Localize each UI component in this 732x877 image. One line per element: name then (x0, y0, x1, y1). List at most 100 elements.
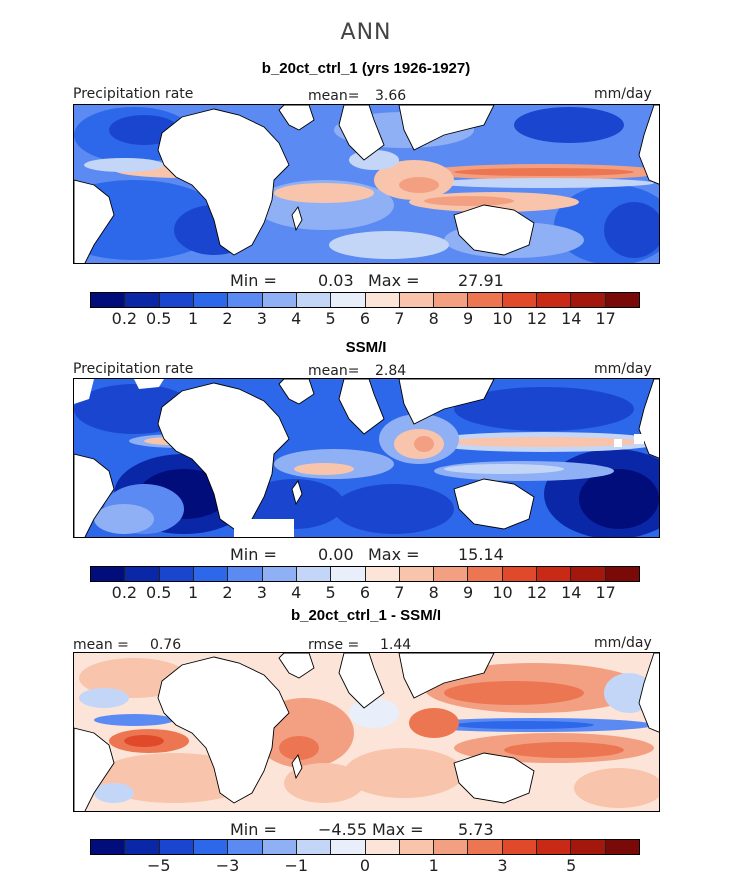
panel1-colorbar-swatch (605, 293, 639, 307)
panel1-colorbar-tick-label: 14 (561, 309, 582, 328)
panel3-colorbar-swatch (296, 840, 332, 854)
panel1-colorbar-swatch (228, 293, 263, 307)
panel3-colorbar-tick-label: 3 (497, 856, 508, 875)
panel1-title: b_20ct_ctrl_1 (yrs 1926-1927) (261, 60, 471, 77)
panel2-colorbar-swatch (193, 567, 229, 581)
panel1-units: mm/day (594, 86, 652, 102)
panel1-colorbar-tick-label: 2 (222, 309, 233, 328)
panel1-colorbar-tick-label: 3 (256, 309, 267, 328)
panel1-colorbar-swatch (331, 293, 366, 307)
panel1-colorbar-tick-label: 1 (188, 309, 199, 328)
panel2-colorbar-swatch (605, 567, 639, 581)
panel1-field (74, 105, 659, 263)
panel2-map (73, 378, 660, 538)
panel2-colorbar-swatch (468, 567, 503, 581)
panel1-colorbar-tick-label: 10 (492, 309, 513, 328)
panel1-left-label: Precipitation rate (73, 86, 194, 102)
panel2-colorbar-tick-label: 0.5 (146, 583, 172, 602)
panel3-colorbar-swatch (434, 840, 469, 854)
panel2-colorbar-tick-label: 10 (492, 583, 513, 602)
panel2-mean-label: mean= (308, 363, 360, 379)
panel2-colorbar-tick-label: 9 (463, 583, 474, 602)
panel3-colorbar-swatch (605, 840, 639, 854)
panel3-units: mm/day (594, 635, 652, 651)
panel1-colorbar-tick-label: 6 (359, 309, 371, 328)
panel2-colorbar-tick-label: 1 (188, 583, 199, 602)
panel1-min-value: 0.03 (318, 271, 354, 290)
panel3-colorbar-swatch (502, 840, 538, 854)
panel2-colorbar-tick-label: 5 (325, 583, 336, 602)
panel2-colorbar-swatch (365, 567, 400, 581)
panel1-colorbar-tick-label: 4 (291, 309, 302, 328)
panel3-colorbar-swatch (193, 840, 229, 854)
panel3-colorbar (90, 839, 640, 855)
panel1-colorbar-swatch (571, 293, 606, 307)
panel3-colorbar-swatch (228, 840, 263, 854)
panel2-colorbar-swatch (296, 567, 332, 581)
panel3-colorbar-tick-label: 1 (428, 856, 439, 875)
panel1-colorbar-swatch (296, 293, 332, 307)
panel2-colorbar-tick-label: 14 (561, 583, 582, 602)
panel2-colorbar-swatch (91, 567, 126, 581)
panel2-colorbar-swatch (159, 567, 194, 581)
panel1-colorbar (90, 292, 640, 308)
panel3-mean-value: 0.76 (150, 637, 182, 653)
panel1-mean-label: mean= (308, 88, 360, 104)
panel3-colorbar-swatch (399, 840, 435, 854)
panel1-colorbar-swatch (399, 293, 435, 307)
panel2-colorbar-swatch (399, 567, 435, 581)
panel1-colorbar-swatch (502, 293, 538, 307)
panel2-title: SSM/I (345, 339, 387, 356)
panel3-colorbar-swatch (262, 840, 297, 854)
panel2-colorbar-swatch (502, 567, 538, 581)
panel1-colorbar-tick-label: 0.2 (111, 309, 138, 328)
panel1-colorbar-tick-label: 7 (394, 309, 405, 328)
panel2-colorbar-tick-label: 17 (595, 583, 616, 602)
panel3-rmse-label: rmse = (308, 637, 360, 653)
panel2-colorbar-tick-label: 12 (526, 583, 548, 602)
panel1-colorbar-swatch (537, 293, 572, 307)
panel2-colorbar-swatch (262, 567, 297, 581)
panel1-colorbar-tick-label: 8 (428, 309, 439, 328)
panel1-max-value: 27.91 (458, 271, 504, 290)
panel1-colorbar-swatch (434, 293, 469, 307)
panel3-colorbar-tick-label: −3 (215, 856, 240, 875)
panel2-colorbar-swatch (434, 567, 469, 581)
panel3-field (74, 653, 659, 811)
panel1-colorbar-tick-label: 9 (463, 309, 474, 328)
panel1-min-label: Min = (230, 271, 277, 290)
panel3-colorbar-swatch (125, 840, 160, 854)
panel2-colorbar-swatch (537, 567, 572, 581)
panel2-max-value: 15.14 (458, 545, 504, 564)
panel3-max-value: 5.73 (458, 820, 494, 839)
panel1-max-label: Max = (368, 271, 420, 290)
panel2-min-label: Min = (230, 545, 277, 564)
panel2-colorbar-swatch (331, 567, 366, 581)
panel3-max-label: Max = (372, 820, 424, 839)
panel1-colorbar-swatch (125, 293, 160, 307)
panel1-colorbar-swatch (159, 293, 194, 307)
panel2-colorbar-tick-label: 4 (291, 583, 302, 602)
panel1-colorbar-tick-label: 5 (325, 309, 336, 328)
panel2-field (74, 379, 659, 537)
panel3-map (73, 652, 660, 812)
panel1-colorbar-swatch (91, 293, 126, 307)
panel2-colorbar (90, 566, 640, 582)
panel3-colorbar-swatch (468, 840, 503, 854)
panel1-colorbar-tick-label: 17 (595, 309, 616, 328)
panel3-colorbar-tick-label: −5 (146, 856, 171, 875)
panel2-colorbar-tick-label: 6 (359, 583, 371, 602)
panel2-min-value: 0.00 (318, 545, 354, 564)
panel2-colorbar-tick-label: 3 (256, 583, 267, 602)
panel2-max-label: Max = (368, 545, 420, 564)
panel3-min-value: −4.55 (318, 820, 368, 839)
panel3-colorbar-tick-label: 0 (359, 856, 371, 875)
panel3-mean-label: mean = (73, 637, 129, 653)
panel3-colorbar-tick-label: −1 (284, 856, 309, 875)
panel3-colorbar-swatch (537, 840, 572, 854)
panel2-mean-value: 2.84 (375, 363, 407, 379)
panel3-colorbar-swatch (365, 840, 400, 854)
panel1-colorbar-swatch (468, 293, 503, 307)
panel2-colorbar-tick-label: 8 (428, 583, 439, 602)
panel3-colorbar-swatch (91, 840, 126, 854)
